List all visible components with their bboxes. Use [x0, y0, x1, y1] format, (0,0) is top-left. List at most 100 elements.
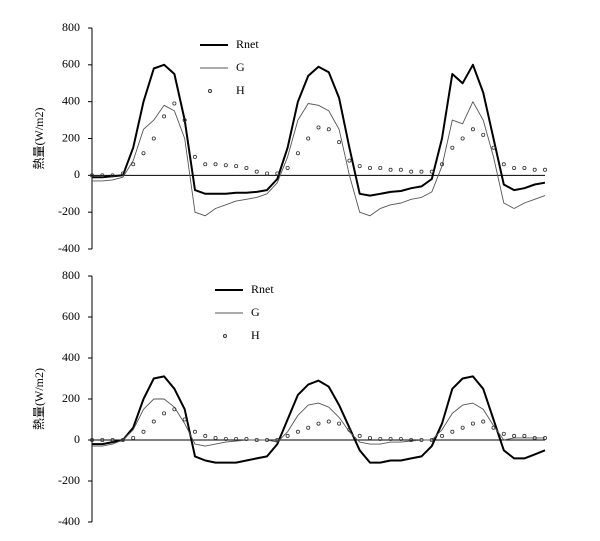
data-point	[90, 173, 95, 178]
data-point	[254, 437, 259, 442]
data-point	[275, 437, 280, 442]
series-line	[92, 101, 546, 217]
data-point	[481, 419, 486, 424]
data-point	[450, 145, 455, 150]
legend-label: Rnet	[251, 282, 274, 296]
data-point	[409, 169, 414, 174]
data-point	[254, 169, 259, 174]
legend-marker	[208, 89, 212, 93]
y-tick-label: -400	[58, 241, 80, 255]
data-point	[141, 429, 146, 434]
legend-label: G	[236, 60, 245, 74]
series-line	[92, 63, 546, 197]
data-point	[162, 114, 167, 119]
data-point	[543, 167, 548, 172]
data-point	[192, 429, 197, 434]
data-point	[450, 429, 455, 434]
data-point	[522, 165, 527, 170]
data-point	[162, 411, 167, 416]
y-tick-label: 0	[74, 167, 80, 181]
data-point	[470, 127, 475, 132]
y-tick-label: 600	[62, 57, 80, 71]
data-point	[316, 125, 321, 130]
data-point	[532, 167, 537, 172]
data-point	[357, 164, 362, 169]
y-tick-label: -400	[58, 514, 80, 528]
data-point	[512, 165, 517, 170]
data-point	[295, 429, 300, 434]
data-point	[419, 169, 424, 174]
data-point	[172, 101, 177, 106]
data-point	[347, 427, 352, 432]
y-axis-label: 熱量(W/m2)	[32, 368, 46, 430]
data-point	[265, 437, 270, 442]
data-point	[110, 173, 115, 178]
data-point	[522, 433, 527, 438]
y-axis-label: 熱量(W/m2)	[32, 108, 46, 170]
data-point	[244, 165, 249, 170]
data-point	[151, 419, 156, 424]
data-point	[295, 151, 300, 156]
data-point	[131, 435, 136, 440]
data-point	[347, 158, 352, 163]
data-point	[440, 433, 445, 438]
data-point	[326, 127, 331, 132]
data-point	[481, 132, 486, 137]
y-tick-label: 800	[62, 268, 80, 282]
data-point	[378, 436, 383, 441]
data-point	[367, 435, 372, 440]
legend-label: H	[251, 328, 260, 342]
y-tick-label: 200	[62, 391, 80, 405]
y-tick-label: 800	[62, 20, 80, 34]
data-point	[429, 437, 434, 442]
y-tick-label: 400	[62, 93, 80, 107]
data-point	[203, 433, 208, 438]
data-point	[213, 435, 218, 440]
data-point	[357, 433, 362, 438]
data-point	[141, 151, 146, 156]
data-point	[306, 136, 311, 141]
data-point	[512, 433, 517, 438]
data-point	[378, 165, 383, 170]
data-point	[367, 165, 372, 170]
data-point	[275, 171, 280, 176]
data-point	[337, 421, 342, 426]
data-point	[285, 433, 290, 438]
data-point	[172, 407, 177, 412]
data-point	[398, 167, 403, 172]
data-point	[120, 171, 125, 176]
data-point	[470, 421, 475, 426]
data-point	[543, 435, 548, 440]
data-point	[131, 162, 136, 167]
data-point	[192, 154, 197, 159]
data-point	[213, 162, 218, 167]
data-point	[244, 436, 249, 441]
y-tick-label: 0	[74, 432, 80, 446]
data-point	[120, 437, 125, 442]
data-point	[90, 437, 95, 442]
data-point	[409, 437, 414, 442]
data-point	[440, 162, 445, 167]
data-point	[234, 164, 239, 169]
legend-marker	[223, 334, 227, 338]
data-point	[265, 171, 270, 176]
data-point	[491, 425, 496, 430]
legend-label: H	[236, 83, 245, 97]
y-tick-label: -200	[58, 204, 80, 218]
data-point	[326, 419, 331, 424]
data-point	[532, 435, 537, 440]
data-point	[100, 173, 105, 178]
legend-label: Rnet	[236, 37, 259, 51]
data-point	[223, 163, 228, 168]
data-point	[306, 425, 311, 430]
y-tick-label: 400	[62, 350, 80, 364]
data-point	[285, 165, 290, 170]
data-point	[182, 118, 187, 123]
data-point	[110, 437, 115, 442]
data-point	[388, 436, 393, 441]
data-point	[501, 431, 506, 436]
data-point	[151, 136, 156, 141]
data-point	[337, 140, 342, 145]
data-point	[316, 421, 321, 426]
